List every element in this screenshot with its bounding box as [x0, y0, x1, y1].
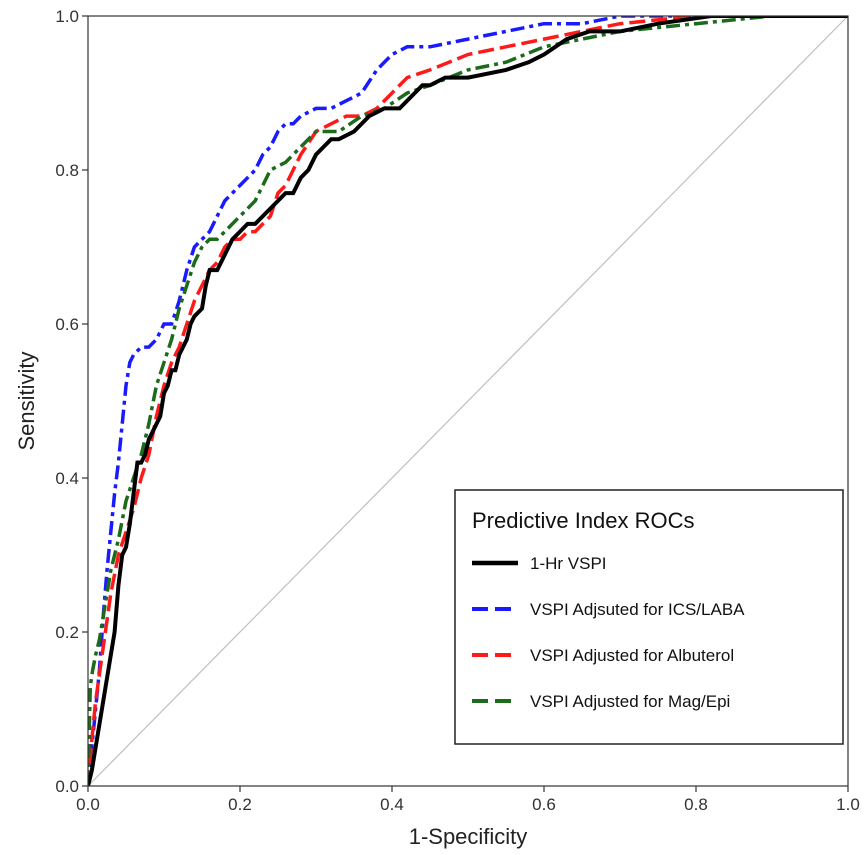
y-tick-label: 0.6: [55, 315, 79, 334]
series-line-0: [88, 16, 848, 786]
x-tick-label: 0.6: [532, 795, 556, 814]
y-tick-label: 1.0: [55, 7, 79, 26]
y-tick-label: 0.8: [55, 161, 79, 180]
y-axis-title: Sensitivity: [14, 351, 39, 450]
x-axis-title: 1-Specificity: [409, 824, 528, 849]
series-line-3: [88, 16, 848, 786]
y-tick-label: 0.0: [55, 777, 79, 796]
legend-label: 1-Hr VSPI: [530, 554, 607, 573]
legend-label: VSPI Adjusted for Mag/Epi: [530, 692, 730, 711]
y-tick-label: 0.2: [55, 623, 79, 642]
reference-diagonal-line: [87, 15, 849, 787]
legend: Predictive Index ROCs 1-Hr VSPI VSPI Adjs…: [454, 489, 844, 745]
series-line-2: [88, 16, 848, 786]
legend-label: VSPI Adjusted for Albuterol: [530, 646, 734, 665]
x-tick-label: 0.8: [684, 795, 708, 814]
plot-frame: [87, 15, 849, 787]
legend-title: Predictive Index ROCs: [472, 508, 695, 533]
y-tick-label: 0.4: [55, 469, 79, 488]
x-tick-label: 0.4: [380, 795, 404, 814]
legend-box: [454, 489, 844, 745]
x-tick-label: 1.0: [836, 795, 860, 814]
x-tick-label: 0.2: [228, 795, 252, 814]
legend-label: VSPI Adjsuted for ICS/LABA: [530, 600, 745, 619]
x-tick-label: 0.0: [76, 795, 100, 814]
series-line-1: [88, 16, 848, 786]
